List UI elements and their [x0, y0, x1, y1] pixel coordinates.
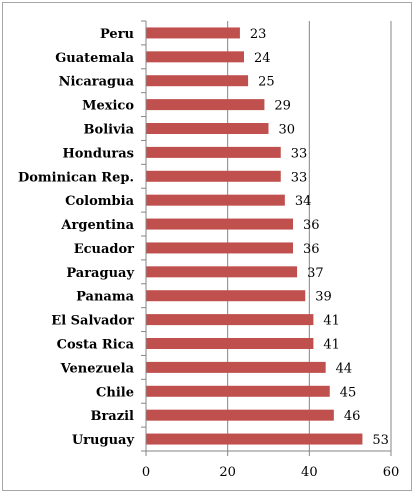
category-label: Chile: [96, 385, 134, 400]
category-label: Costa Rica: [57, 338, 135, 353]
bar: [146, 75, 249, 87]
labels: 0 20 40 60 Peru 23 Guatemala 24 Nicaragua 25 Mexic…: [18, 27, 399, 480]
gridlines: [227, 21, 392, 451]
bar: [146, 51, 244, 63]
data-label: 36: [303, 242, 320, 257]
bar: [146, 194, 285, 206]
data-label: 41: [323, 338, 340, 353]
bar: [146, 27, 240, 39]
bar: [146, 123, 269, 134]
data-label: 33: [291, 170, 308, 185]
category-label: Nicaragua: [59, 75, 135, 90]
category-label: Honduras: [62, 146, 134, 161]
data-label: 36: [303, 218, 320, 233]
bar: [146, 409, 334, 421]
data-label: 23: [250, 27, 267, 42]
bar: [146, 170, 281, 182]
category-label: Peru: [100, 27, 134, 42]
axes: [141, 20, 392, 456]
category-label: Venezuela: [60, 361, 135, 376]
x-tick-label: 0: [142, 465, 150, 480]
x-tick-label: 40: [301, 465, 318, 480]
category-label: Guatemala: [55, 51, 134, 66]
category-label: Colombia: [65, 194, 134, 209]
bar: [146, 266, 298, 278]
category-label: Bolivia: [84, 123, 135, 138]
data-label: 29: [274, 99, 291, 114]
category-label: Ecuador: [74, 242, 134, 257]
bar: [146, 385, 330, 397]
bar: [146, 290, 306, 302]
data-label: 45: [340, 385, 357, 400]
data-label: 37: [307, 266, 324, 281]
bar: [146, 242, 293, 254]
data-label: 39: [315, 290, 332, 305]
bar-chart: 0 20 40 60 Peru 23 Guatemala 24 Nicaragua 25 Mexic…: [18, 20, 399, 480]
data-label: 41: [323, 314, 340, 329]
chart-frame: 0 20 40 60 Peru 23 Guatemala 24 Nicaragua 25 Mexic…: [2, 2, 412, 491]
data-label: 24: [254, 51, 271, 66]
category-label: Mexico: [82, 99, 134, 114]
bar: [146, 361, 326, 373]
data-label: 44: [336, 361, 353, 376]
category-label: Panama: [76, 290, 134, 305]
data-label: 53: [372, 433, 389, 448]
x-tick-label: 60: [383, 465, 400, 480]
category-label: Argentina: [60, 218, 134, 233]
category-label: Paraguay: [66, 266, 134, 281]
data-label: 34: [295, 194, 312, 209]
data-label: 25: [258, 75, 275, 90]
data-label: 30: [279, 123, 296, 138]
bars: [146, 27, 363, 445]
bar: [146, 99, 265, 111]
category-label: El Salvador: [51, 314, 134, 329]
bar: [146, 218, 293, 230]
data-label: 46: [344, 409, 361, 424]
category-label: Uruguay: [72, 433, 135, 448]
data-label: 33: [291, 146, 308, 161]
bar: [146, 433, 363, 445]
bar: [146, 338, 314, 349]
bar: [146, 146, 281, 158]
x-tick-label: 20: [219, 465, 236, 480]
category-label: Brazil: [90, 409, 134, 424]
category-label: Dominican Rep.: [18, 170, 134, 185]
bar: [146, 314, 314, 326]
